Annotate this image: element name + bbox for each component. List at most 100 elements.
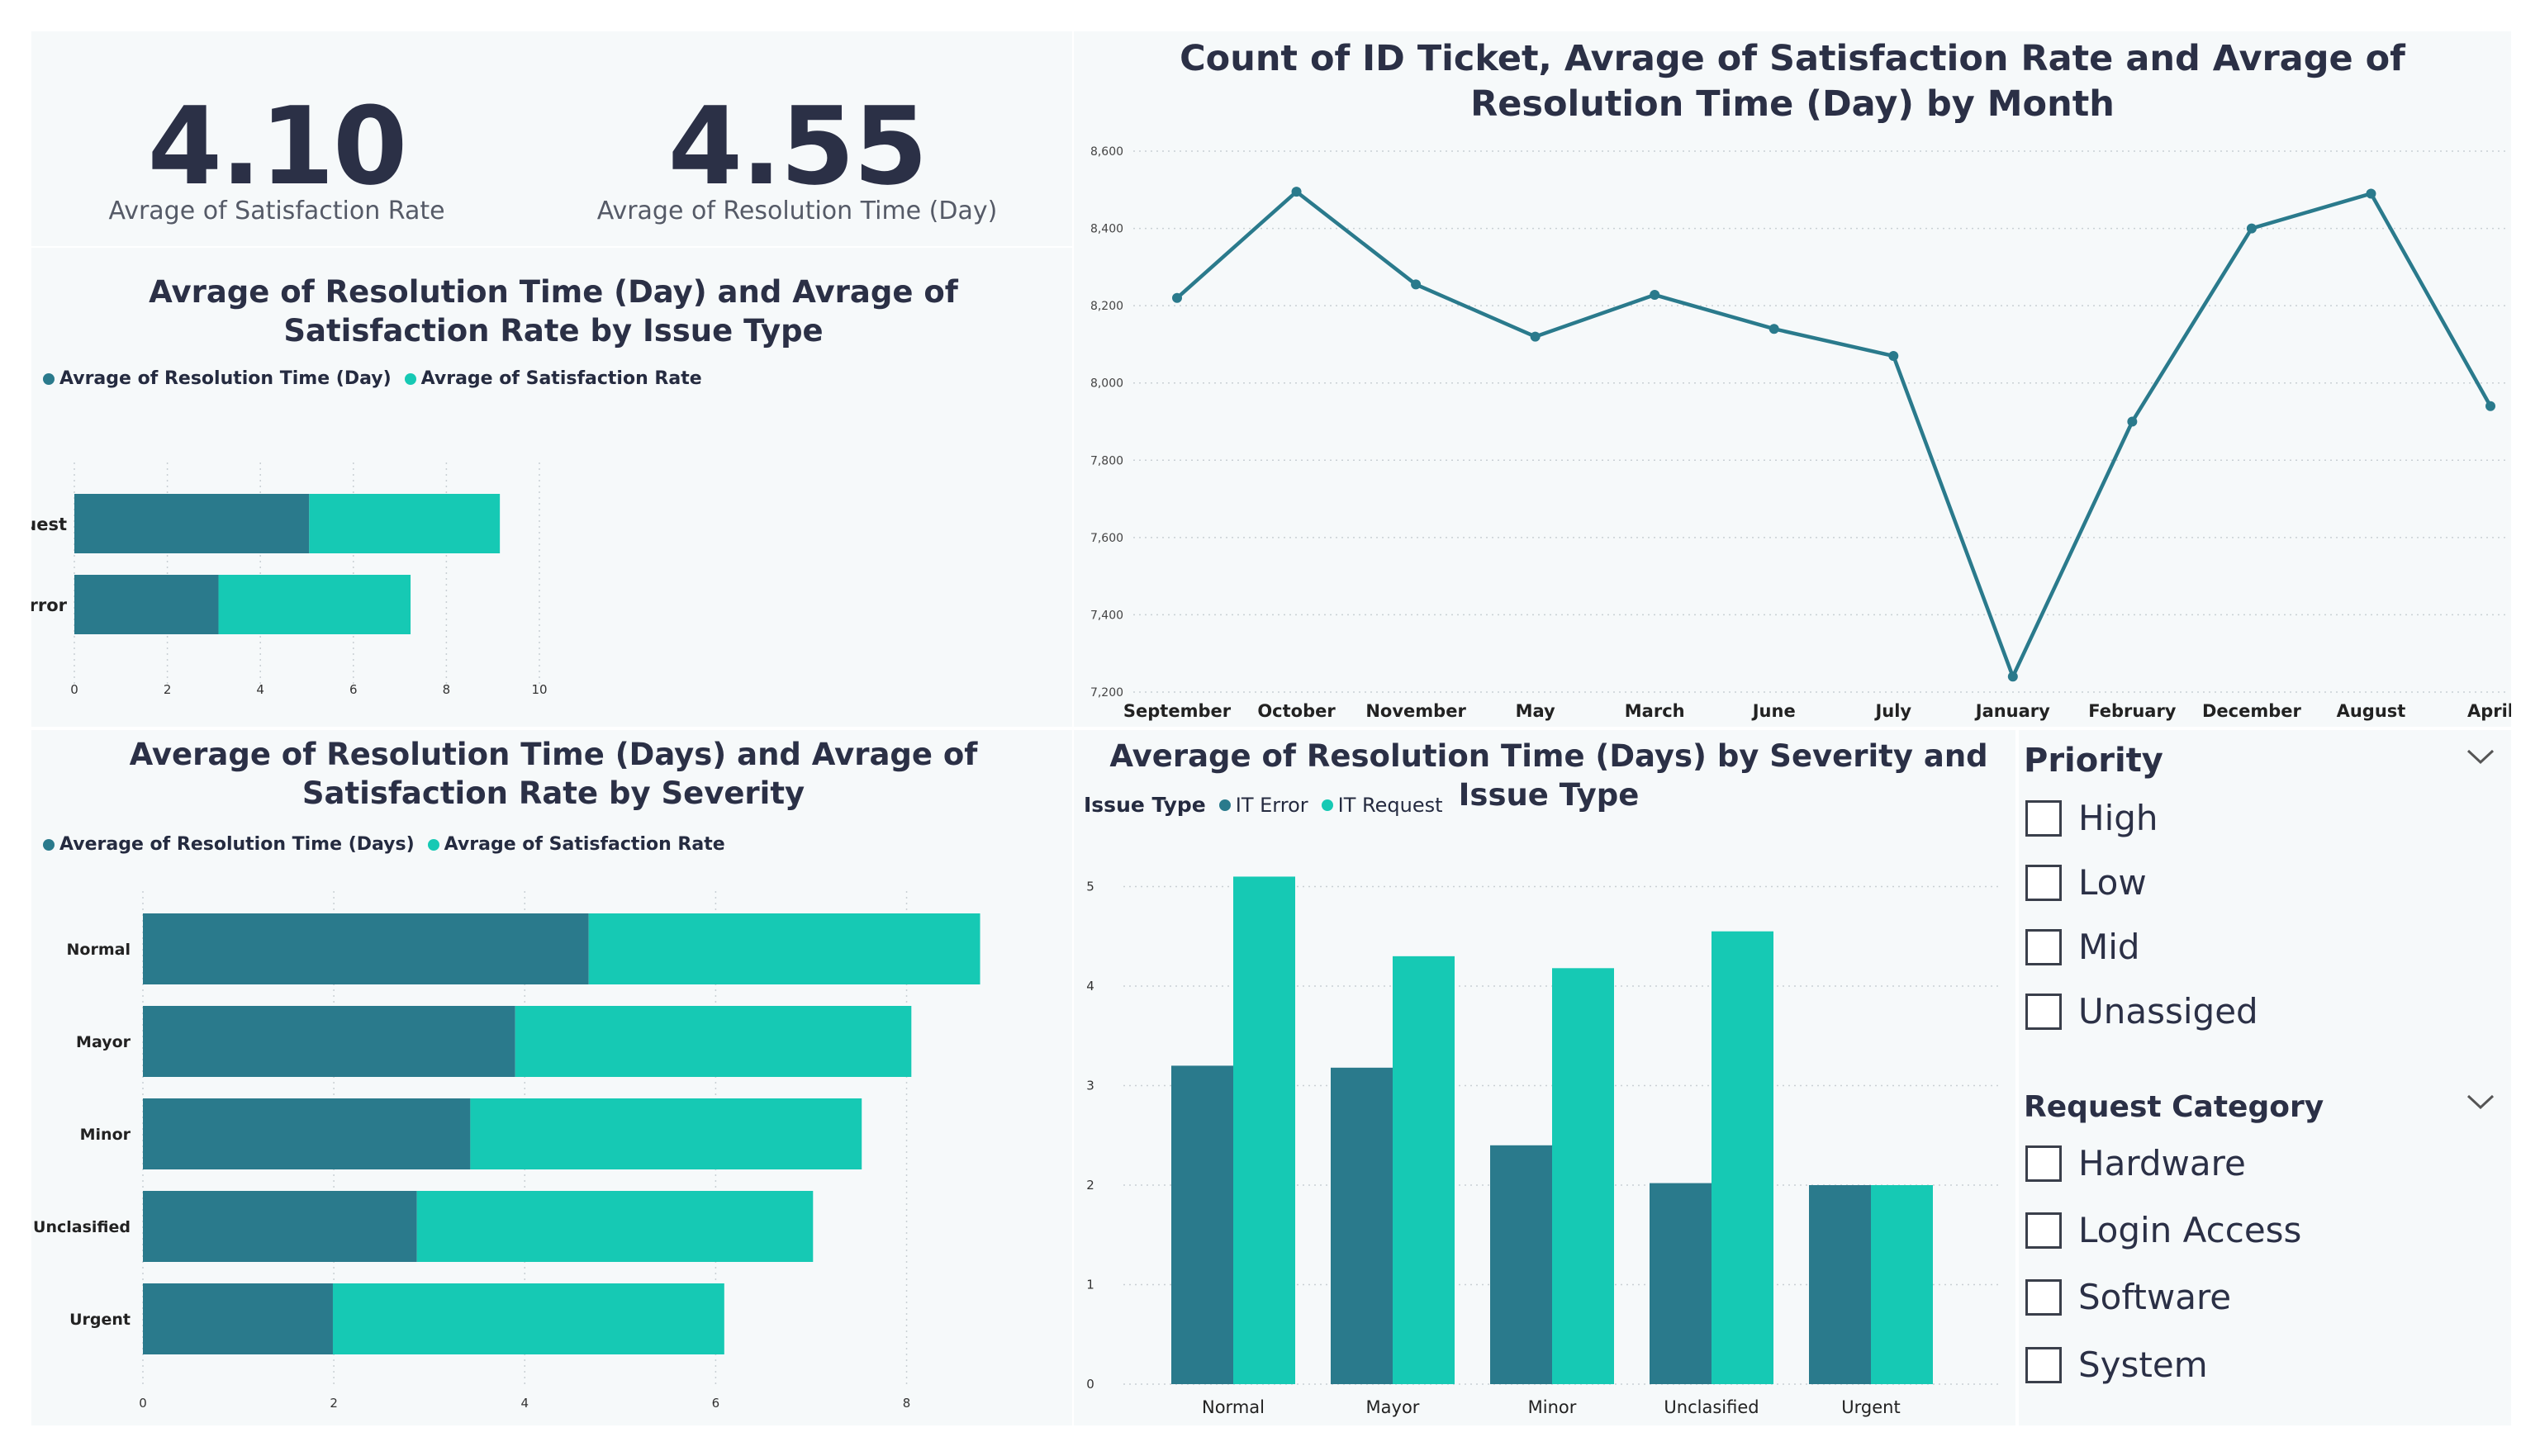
bar-segment — [218, 575, 411, 634]
kpi-panel — [31, 31, 1072, 246]
kpi-satisfaction-label: Avrage of Satisfaction Rate — [108, 197, 445, 225]
data-point — [1411, 279, 1422, 290]
checkbox[interactable] — [2025, 1278, 2062, 1316]
kpi-resolution-label: Avrage of Resolution Time (Day) — [596, 197, 998, 225]
category-option-software[interactable]: Software — [2025, 1277, 2231, 1317]
legend-label: IT Request — [1337, 793, 1443, 817]
priority-slicer-title: Priority — [2024, 742, 2163, 780]
data-point — [2485, 401, 2495, 411]
checkbox[interactable] — [2025, 928, 2062, 965]
tick-label: 7,800 — [1090, 454, 1123, 467]
bar — [1871, 1185, 1933, 1384]
bar-segment — [309, 494, 501, 553]
category-label: Unclasified — [33, 1218, 131, 1236]
tick-label: 8,400 — [1090, 223, 1123, 236]
bar — [1650, 1183, 1712, 1384]
tick-label: 8,600 — [1090, 145, 1123, 159]
data-point — [1291, 187, 1302, 197]
priority-option-unassiged[interactable]: Unassiged — [2025, 991, 2258, 1032]
priority-option-high[interactable]: High — [2025, 798, 2158, 838]
chart1-panel — [31, 248, 1072, 727]
checkbox[interactable] — [2025, 1145, 2062, 1182]
tick-label: 0 — [1086, 1377, 1094, 1392]
chart2-title: Count of ID Ticket, Avrage of Satisfacti… — [1180, 38, 2405, 126]
category-option-hardware[interactable]: Hardware — [2025, 1143, 2246, 1183]
tick-label: 0 — [139, 1396, 147, 1411]
category-label: Urgent — [1841, 1397, 1900, 1417]
series-line — [1175, 189, 2492, 679]
tick-label: January — [1974, 701, 2050, 721]
tick-label: March — [1625, 701, 1685, 721]
category-label: Minor — [80, 1126, 131, 1144]
bar — [1233, 876, 1295, 1384]
tick-label: 6 — [349, 682, 358, 697]
data-point — [1530, 331, 1541, 342]
bar — [1393, 956, 1455, 1384]
tick-label: April — [2467, 701, 2511, 721]
tick-label: 8,000 — [1090, 377, 1123, 391]
checkbox[interactable] — [2025, 799, 2062, 837]
priority-option-low[interactable]: Low — [2025, 862, 2147, 903]
chevron-down-icon[interactable] — [2466, 748, 2495, 765]
tick-label: 7,200 — [1090, 686, 1123, 700]
bar-segment — [588, 913, 980, 984]
kpi-satisfaction-value: 4.10 — [147, 83, 408, 209]
bar — [1809, 1185, 1871, 1384]
legend-label: IT Error — [1235, 793, 1308, 817]
category-label: Normal — [67, 941, 131, 959]
chevron-down-icon[interactable] — [2466, 1093, 2495, 1110]
tick-label: 4 — [1086, 979, 1094, 994]
tick-label: July — [1873, 701, 1911, 721]
option-label: Unassiged — [2078, 991, 2258, 1032]
legend-dot — [427, 838, 439, 851]
option-label: System — [2078, 1345, 2208, 1385]
bar — [1171, 1065, 1233, 1384]
tick-label: September — [1123, 701, 1232, 721]
checkbox[interactable] — [2025, 864, 2062, 901]
legend-label: Avrage of Satisfaction Rate — [444, 834, 725, 855]
request-category-slicer-title: Request Category — [2024, 1090, 2324, 1124]
data-point — [1650, 290, 1660, 301]
priority-option-mid[interactable]: Mid — [2025, 927, 2140, 967]
bar — [1490, 1145, 1552, 1384]
tick-label: November — [1365, 701, 1466, 721]
category-option-system[interactable]: System — [2025, 1345, 2208, 1385]
category-label: Minor — [1528, 1397, 1577, 1417]
legend-item: Avrage of Satisfaction Rate — [427, 834, 725, 855]
tick-label: June — [1751, 701, 1796, 721]
category-label: Unclasified — [1664, 1397, 1759, 1417]
bar-segment — [332, 1283, 724, 1354]
chart2-panel — [1074, 31, 2511, 727]
tick-label: 6 — [712, 1396, 720, 1411]
category-label: Mayor — [76, 1033, 131, 1051]
legend-item: Avrage of Satisfaction Rate — [404, 368, 702, 389]
tick-label: 4 — [520, 1396, 529, 1411]
data-point — [2366, 188, 2376, 199]
bar-segment — [143, 913, 589, 984]
option-label: High — [2078, 798, 2158, 838]
category-option-login-access[interactable]: Login Access — [2025, 1210, 2301, 1250]
checkbox[interactable] — [2025, 1346, 2062, 1383]
legend-label: Avrage of Resolution Time (Day) — [59, 368, 392, 389]
chart4-title: Average of Resolution Time (Days) by Sev… — [1109, 738, 1988, 813]
chart1-legend: Avrage of Resolution Time (Day) Avrage o… — [43, 368, 702, 389]
legend-item: IT Error — [1218, 793, 1308, 817]
option-label: Software — [2078, 1277, 2232, 1317]
tick-label: 8 — [903, 1396, 911, 1411]
bar-segment — [143, 1191, 417, 1262]
bar-segment — [470, 1098, 862, 1169]
data-point — [2246, 223, 2257, 234]
tick-label: December — [2202, 701, 2302, 721]
data-point — [1769, 324, 1779, 334]
category-label: Urgent — [69, 1311, 131, 1329]
chart3-legend: Average of Resolution Time (Days) Avrage… — [43, 834, 725, 855]
checkbox[interactable] — [2025, 1212, 2062, 1249]
legend-item: Avrage of Resolution Time (Day) — [43, 368, 392, 389]
legend-dot — [43, 838, 55, 851]
checkbox[interactable] — [2025, 993, 2062, 1030]
category-label: IT Request — [31, 515, 67, 534]
tick-label: 8 — [443, 682, 451, 697]
legend-item: Average of Resolution Time (Days) — [43, 834, 415, 855]
bar — [1331, 1067, 1393, 1384]
tick-label: February — [2088, 701, 2177, 721]
